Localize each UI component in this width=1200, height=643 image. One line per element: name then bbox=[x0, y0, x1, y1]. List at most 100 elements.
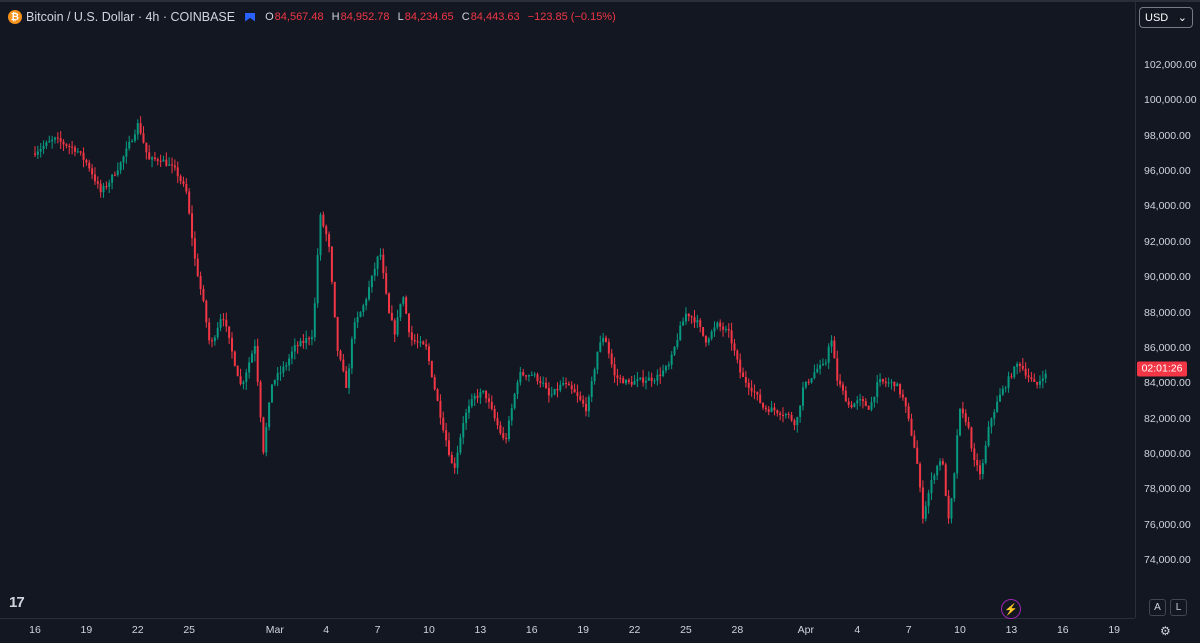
time-axis[interactable]: 16 19 22 25 Mar 4 7 10 13 16 19 22 25 28 Apr 4 7 10 13 16 19 bbox=[0, 618, 1135, 643]
candle-body bbox=[910, 418, 913, 436]
candle-body bbox=[322, 214, 325, 227]
candle-body bbox=[839, 380, 842, 385]
candle-body bbox=[553, 388, 556, 395]
candle-body bbox=[853, 403, 856, 408]
price-axis[interactable]: 102,000.00 100,000.00 98,000.00 96,000.00 94… bbox=[1135, 0, 1200, 618]
price-tick-label: 102,000.00 bbox=[1144, 59, 1197, 71]
candle-body bbox=[82, 152, 85, 160]
candle-body bbox=[579, 395, 582, 400]
candle-body bbox=[305, 338, 308, 344]
candle-body bbox=[416, 341, 419, 343]
candle-body bbox=[667, 364, 670, 367]
candle-body bbox=[567, 383, 570, 386]
candle-body bbox=[679, 325, 682, 340]
candle-body bbox=[976, 460, 979, 466]
candle-body bbox=[230, 337, 233, 352]
candle-body bbox=[964, 413, 967, 423]
candle-body bbox=[833, 340, 836, 359]
candle-body bbox=[776, 410, 779, 414]
candle-body bbox=[99, 183, 102, 193]
time-tick-label: 16 bbox=[525, 624, 538, 636]
candle-body bbox=[576, 392, 579, 396]
candle-body bbox=[111, 174, 114, 183]
candle-body bbox=[602, 337, 605, 343]
candle-body bbox=[219, 319, 222, 328]
candle-body bbox=[116, 170, 119, 176]
candle-body bbox=[916, 447, 919, 464]
candle-body bbox=[927, 493, 930, 507]
price-change: −123.85 (−0.15%) bbox=[527, 11, 616, 23]
candle-body bbox=[516, 382, 519, 395]
candle-body bbox=[148, 152, 151, 160]
price-tick-label: 76,000.00 bbox=[1144, 518, 1191, 531]
time-tick-label: 25 bbox=[183, 624, 195, 636]
chart-title[interactable]: Bitcoin / U.S. Dollar · 4h · COINBASE bbox=[26, 10, 236, 24]
candle-body bbox=[213, 337, 216, 342]
candle-body bbox=[879, 379, 882, 383]
candle-body bbox=[585, 403, 588, 412]
candle-body bbox=[596, 351, 599, 370]
tradingview-logo[interactable]: 17 bbox=[9, 594, 25, 611]
candle-body bbox=[62, 141, 65, 145]
candle-body bbox=[202, 288, 205, 301]
lightning-icon[interactable]: ⚡ bbox=[1001, 599, 1021, 619]
candle-body bbox=[382, 254, 385, 274]
candle-body bbox=[470, 399, 473, 406]
candle-body bbox=[773, 407, 776, 411]
candle-body bbox=[473, 395, 476, 400]
candle-body bbox=[550, 394, 553, 396]
candle-body bbox=[736, 350, 739, 360]
candle-body bbox=[1030, 377, 1033, 380]
candle-body bbox=[702, 327, 705, 336]
candle-body bbox=[408, 313, 411, 333]
time-tick-label: 10 bbox=[954, 624, 966, 636]
candle-body bbox=[345, 371, 348, 388]
price-tick-label: 90,000.00 bbox=[1144, 271, 1191, 284]
log-scale-button[interactable]: L bbox=[1170, 599, 1187, 616]
candle-body bbox=[422, 341, 425, 345]
time-tick-label: 10 bbox=[423, 624, 435, 636]
candle-body bbox=[899, 383, 902, 395]
candle-body bbox=[684, 313, 687, 322]
candle-body bbox=[339, 350, 342, 360]
candle-body bbox=[270, 384, 273, 403]
candle-body bbox=[659, 374, 662, 376]
candlestick-plot[interactable] bbox=[0, 0, 1135, 618]
candle-body bbox=[1024, 368, 1027, 376]
candle-body bbox=[893, 381, 896, 387]
candle-body bbox=[502, 433, 505, 438]
price-tick-label: 74,000.00 bbox=[1144, 554, 1191, 566]
candle-body bbox=[253, 345, 256, 354]
candle-body bbox=[390, 312, 393, 321]
candle-body bbox=[196, 258, 199, 277]
candle-body bbox=[821, 363, 824, 366]
candle-body bbox=[856, 400, 859, 404]
candle-body bbox=[156, 159, 159, 161]
candle-body bbox=[282, 366, 285, 373]
candle-body bbox=[956, 435, 959, 474]
candle-body bbox=[276, 373, 279, 381]
candle-body bbox=[861, 399, 864, 402]
auto-scale-button[interactable]: A bbox=[1149, 599, 1166, 616]
candle-body bbox=[113, 174, 116, 176]
candle-body bbox=[519, 372, 522, 383]
flag-icon[interactable] bbox=[245, 12, 256, 22]
candle-body bbox=[919, 463, 922, 488]
gear-icon[interactable]: ⚙ bbox=[1160, 624, 1171, 638]
candle-body bbox=[459, 437, 462, 453]
candle-body bbox=[636, 379, 639, 382]
candle-body bbox=[804, 381, 807, 388]
candle-body bbox=[288, 358, 291, 366]
candle-body bbox=[248, 362, 251, 373]
top-border bbox=[0, 0, 1200, 2]
candle-body bbox=[713, 327, 716, 332]
price-tick-label: 88,000.00 bbox=[1144, 306, 1191, 319]
candle-body bbox=[376, 256, 379, 269]
candle-body bbox=[733, 343, 736, 351]
candle-body bbox=[664, 366, 667, 371]
candle-body bbox=[990, 418, 993, 427]
candle-body bbox=[222, 319, 225, 321]
currency-select[interactable]: USD ⌄ bbox=[1139, 7, 1193, 28]
candle-body bbox=[136, 123, 139, 135]
candle-body bbox=[336, 316, 339, 351]
